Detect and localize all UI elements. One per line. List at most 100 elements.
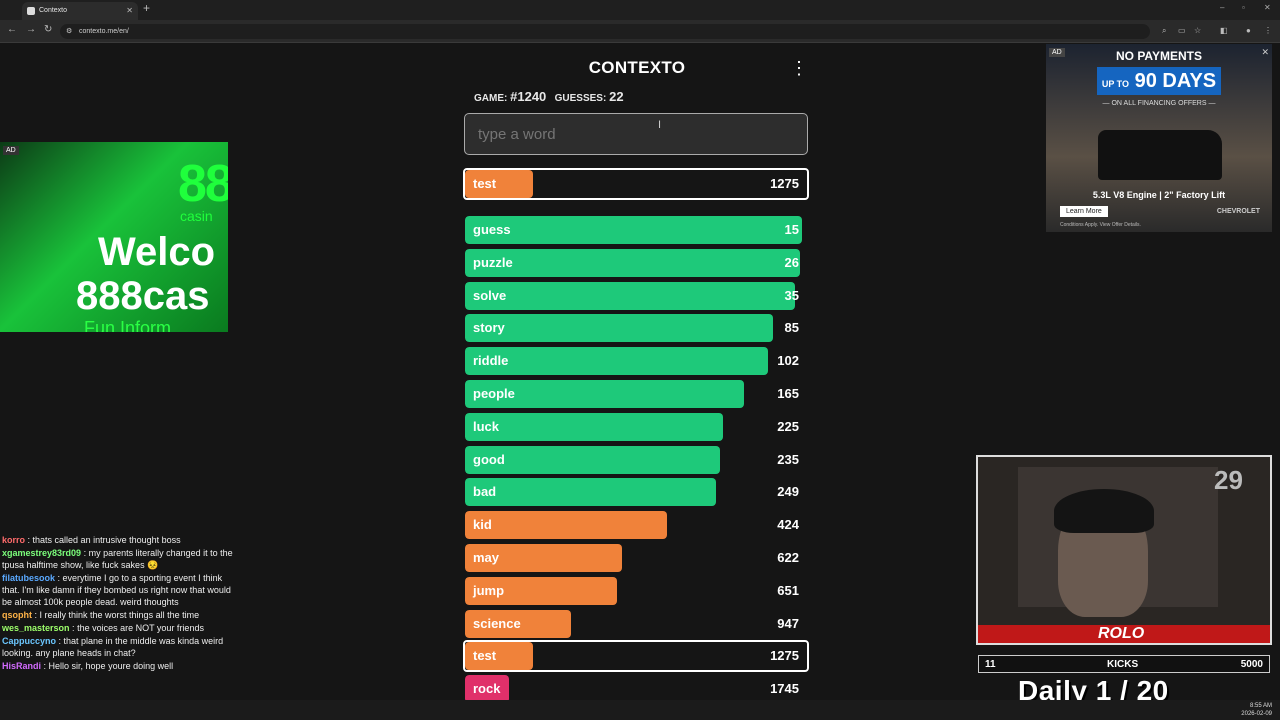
guess-word: jump	[473, 582, 505, 598]
guess-word: luck	[473, 418, 500, 434]
closeness-bar	[465, 576, 618, 605]
chat-username[interactable]: xgamestrey83rd09	[2, 548, 82, 558]
guess-rank: 15	[784, 222, 799, 237]
cam-brand-band	[978, 625, 1270, 643]
ad-offer-badge: UP TO 90 DAYS	[1097, 67, 1221, 95]
zoom-icon[interactable]: ⌕	[1162, 26, 1167, 35]
webcam-overlay: 29 ROLO	[976, 455, 1272, 645]
guess-rank: 85	[784, 320, 799, 336]
guesses-count: 22	[609, 89, 624, 104]
forward-icon[interactable]: →	[26, 24, 36, 35]
browser-menu-icon[interactable]: ⋮	[1264, 26, 1272, 35]
chat-message: korro : thats called an intrusive though…	[0, 534, 240, 546]
stat-goal: 5000	[1240, 659, 1263, 670]
guess-word: puzzle	[473, 254, 513, 270]
chat-message: qsopht : I really think the worst things…	[0, 609, 240, 621]
ad-close-icon[interactable]: ✕	[1261, 47, 1269, 57]
chat-message: wes_masterson : the voices are NOT your …	[0, 622, 240, 634]
game-label: GAME:	[474, 93, 508, 104]
guess-word: rock	[473, 681, 501, 697]
guess-word: science	[473, 615, 521, 631]
chat-message: filatubesook : everytime I go to a sport…	[0, 572, 240, 608]
guess-rank: 35	[784, 287, 799, 303]
guess-row: guess 15	[465, 216, 807, 244]
chat-text: my parents literally changed it to the t…	[2, 548, 233, 570]
guess-rank: 947	[777, 615, 799, 631]
chat-username[interactable]: Cappuccyno	[2, 636, 57, 646]
chat-username[interactable]: qsopht	[2, 610, 32, 620]
cam-jersey-number: 29	[1214, 465, 1243, 495]
chat-username[interactable]: HisRandi	[2, 661, 42, 671]
chat-text: Hello sir, hope youre doing well	[48, 661, 174, 671]
closeness-bar	[465, 642, 534, 671]
url-bar[interactable]: ⚙ contexto.me/en/	[60, 24, 1150, 39]
closeness-bar	[465, 609, 572, 638]
chat-separator: :	[55, 573, 63, 583]
ad-offer-prefix: UP TO	[1101, 79, 1130, 89]
chat-username[interactable]: korro	[2, 535, 26, 545]
tab-close-icon[interactable]: ✕	[126, 6, 133, 15]
game-menu-icon[interactable]: ⋮	[790, 58, 808, 78]
reload-icon[interactable]: ↻	[44, 24, 53, 35]
truck-image	[1098, 130, 1222, 180]
stream-stats-bar: 11 KICKS 5000	[978, 655, 1270, 673]
extensions-icon[interactable]: ◧	[1220, 26, 1228, 35]
guess-rank: 225	[777, 418, 799, 434]
guess-word: people	[473, 386, 515, 401]
ad-disclaimer: Conditions Apply. View Offer Details.	[1060, 222, 1141, 228]
chat-username[interactable]: filatubesook	[2, 573, 56, 583]
cast-icon[interactable]: ▭	[1178, 26, 1186, 35]
streamer-hat	[1054, 489, 1154, 533]
ad-headline: NO PAYMENTS	[1115, 49, 1202, 63]
guess-rank: 424	[777, 517, 799, 533]
back-icon[interactable]: ←	[7, 24, 17, 35]
guesses-label: GUESSES:	[554, 93, 607, 104]
truck-ad-banner[interactable]: AD ✕ NO PAYMENTS UP TO 90 DAYS — ON ALL …	[1046, 44, 1272, 232]
browser-tab[interactable]: Contexto ✕	[22, 2, 138, 20]
clock-date: 2026-02-09	[1241, 711, 1272, 717]
window-minimize-button[interactable]: –	[1220, 3, 1225, 12]
word-input[interactable]	[464, 113, 808, 155]
chat-separator: :	[32, 610, 40, 620]
ad-logo-text: 88	[178, 155, 228, 213]
guess-rank: 165	[777, 386, 799, 401]
closeness-bar	[465, 281, 796, 310]
closeness-bar	[465, 216, 802, 244]
guess-word: bad	[473, 484, 497, 500]
chat-separator: :	[56, 636, 64, 646]
ad-label: AD	[1049, 48, 1065, 57]
site-info-icon[interactable]: ⚙	[66, 28, 73, 35]
chat-message: HisRandi : Hello sir, hope youre doing w…	[0, 660, 240, 672]
window-maximize-button[interactable]: ▫	[1242, 3, 1245, 12]
ad-tagline: Fun Inform	[84, 318, 172, 332]
bookmark-star-icon[interactable]: ☆	[1194, 26, 1202, 35]
guess-row: luck 225	[465, 412, 807, 441]
guess-word: solve	[473, 287, 507, 303]
new-tab-button[interactable]: +	[143, 1, 151, 15]
guess-row: science 947	[465, 609, 807, 638]
guess-word: riddle	[473, 353, 509, 369]
guess-rank: 651	[777, 582, 799, 598]
chat-text: the voices are NOT your friends	[77, 623, 204, 633]
chat-text: that plane in the middle was kinda weird…	[2, 636, 224, 658]
closeness-bar	[465, 511, 667, 540]
guess-row: story 85	[465, 314, 807, 343]
window-close-button[interactable]: ✕	[1264, 3, 1271, 12]
text-cursor-icon: I	[658, 119, 662, 131]
guess-row: people 165	[465, 380, 807, 408]
guess-row: bad 249	[465, 478, 807, 507]
ad-offer-days: 90 DAYS	[1134, 70, 1217, 92]
chat-message: Cappuccyno : that plane in the middle wa…	[0, 635, 240, 659]
ad-learn-more-button[interactable]: Learn More	[1060, 206, 1108, 217]
url-text: contexto.me/en/	[79, 28, 129, 35]
clock-time: 8:55 AM	[1249, 703, 1272, 709]
chat-separator: :	[69, 623, 78, 633]
casino-ad-banner[interactable]: AD 88 casin Welco 888cas Fun Inform	[0, 142, 228, 332]
guess-rank: 1745	[770, 681, 799, 697]
guess-rank: 26	[784, 254, 799, 270]
guess-word: test	[473, 176, 497, 191]
closeness-bar	[465, 314, 773, 343]
profile-avatar-icon[interactable]: ●	[1246, 26, 1251, 35]
chat-username[interactable]: wes_masterson	[2, 623, 70, 633]
guess-rank: 622	[777, 550, 799, 565]
